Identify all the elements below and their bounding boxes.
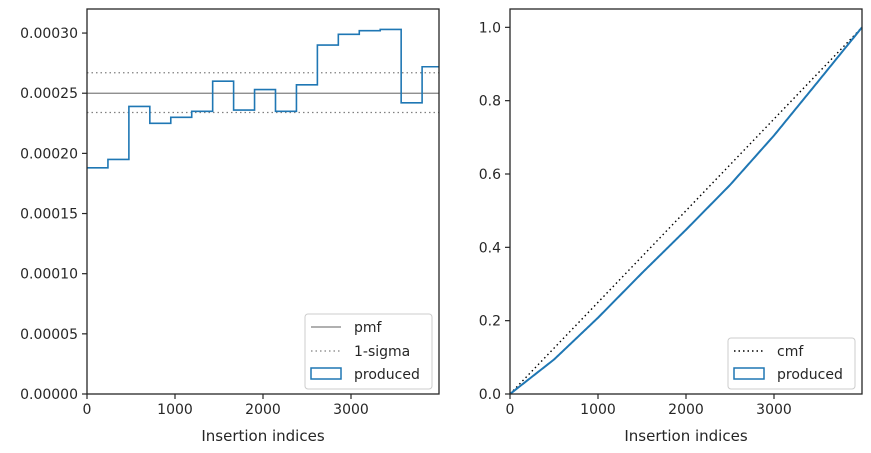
legend-produced-swatch-right	[733, 367, 765, 380]
left-ytick-label: 0.00030	[20, 26, 78, 42]
left-ytick-label: 0.00025	[20, 86, 78, 102]
right-xtick-label: 1000	[580, 402, 616, 418]
left-xtick-label: 2000	[245, 402, 281, 418]
right-ytick-label: 0.0	[479, 387, 501, 403]
right-ytick-label: 0.2	[479, 314, 501, 330]
right-xtick-label: 2000	[668, 402, 704, 418]
left-ytick-label: 0.00005	[20, 327, 78, 343]
cmf-line	[509, 26, 863, 395]
right-chart: 0 1000 2000 3000 0.0 0.2 0.4 0.6 0.8 1.0 Inserti…	[479, 8, 863, 445]
right-legend: cmf produced	[727, 337, 856, 390]
legend-produced-swatch	[310, 367, 342, 380]
right-ytick-label: 0.6	[479, 167, 501, 183]
legend-produced-label: produced	[354, 367, 420, 383]
left-ytick-label: 0.00015	[20, 207, 78, 223]
left-y-ticks: 0.00000 0.00005 0.00010 0.00015 0.00020 0.000…	[20, 26, 87, 403]
legend-sigma-label: 1-sigma	[354, 344, 410, 360]
produced-cumulative-line	[509, 26, 863, 395]
left-x-axis-label: Insertion indices	[201, 427, 324, 445]
left-ytick-label: 0.00000	[20, 387, 78, 403]
right-xtick-label: 3000	[756, 402, 792, 418]
left-legend-box	[304, 313, 433, 390]
right-plot-frame	[509, 8, 863, 395]
left-plot-frame	[86, 8, 440, 395]
right-x-axis-label: Insertion indices	[624, 427, 747, 445]
right-y-ticks: 0.0 0.2 0.4 0.6 0.8 1.0	[479, 20, 510, 403]
right-xtick-label: 0	[506, 402, 515, 418]
legend-produced-label-right: produced	[777, 367, 843, 383]
left-x-ticks: 0 1000 2000 3000	[83, 394, 369, 418]
right-ytick-label: 1.0	[479, 20, 501, 36]
left-reference-lines	[87, 72, 439, 114]
legend-cmf-label: cmf	[777, 344, 804, 360]
left-ytick-label: 0.00020	[20, 146, 78, 162]
right-ytick-label: 0.4	[479, 240, 501, 256]
left-xtick-label: 3000	[333, 402, 369, 418]
right-legend-box	[727, 337, 856, 390]
left-legend: pmf 1-sigma produced	[304, 313, 433, 390]
left-xtick-label: 1000	[157, 402, 193, 418]
left-xtick-label: 0	[83, 402, 92, 418]
produced-histogram-step	[87, 28, 439, 169]
right-x-ticks: 0 1000 2000 3000	[506, 394, 792, 418]
left-ytick-label: 0.00010	[20, 267, 78, 283]
left-chart: 0 1000 2000 3000 0.000000.000050.000100.000…	[20, 8, 440, 445]
right-ytick-label: 0.8	[479, 94, 501, 110]
legend-pmf-label: pmf	[354, 320, 383, 336]
